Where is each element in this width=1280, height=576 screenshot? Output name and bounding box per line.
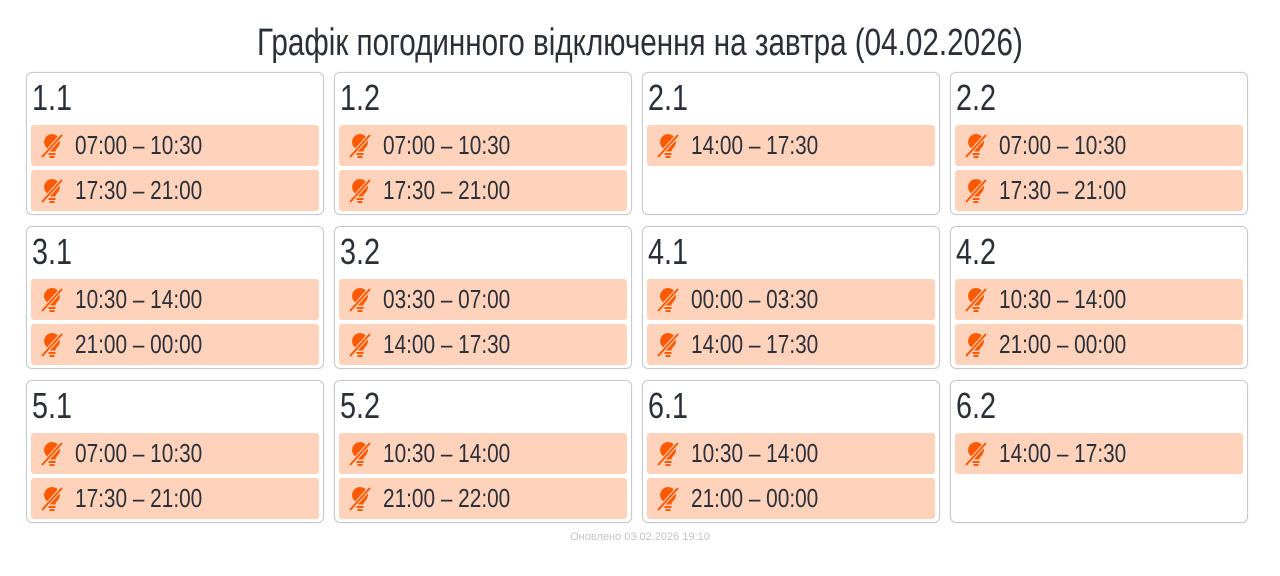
group-name: 2.2 xyxy=(956,77,997,118)
outage-slot: 00:00 – 03:30 xyxy=(647,279,935,320)
group-name: 3.1 xyxy=(32,231,73,272)
power-off-bulb-icon xyxy=(347,440,373,468)
power-off-bulb-icon xyxy=(39,440,65,468)
outage-time: 21:00 – 00:00 xyxy=(999,329,1127,359)
outage-time: 10:30 – 14:00 xyxy=(383,438,511,468)
power-off-bulb-icon xyxy=(39,132,65,160)
outage-time: 07:00 – 10:30 xyxy=(75,130,203,160)
outage-slot: 07:00 – 10:30 xyxy=(955,125,1243,166)
power-off-bulb-icon xyxy=(655,485,681,513)
power-off-bulb-icon xyxy=(963,132,989,160)
group-card: 2.2 07:00 – 10:30 17:30 – 21:00 xyxy=(950,72,1248,215)
outage-time: 17:30 – 21:00 xyxy=(75,483,203,513)
outage-slot: 14:00 – 17:30 xyxy=(647,125,935,166)
page-title: Графік погодинного відключення на завтра… xyxy=(257,22,1023,64)
power-off-bulb-icon xyxy=(347,132,373,160)
group-name: 4.1 xyxy=(648,231,689,272)
outage-slot: 03:30 – 07:00 xyxy=(339,279,627,320)
outage-time: 10:30 – 14:00 xyxy=(999,284,1127,314)
outage-time: 10:30 – 14:00 xyxy=(691,438,819,468)
outage-time: 17:30 – 21:00 xyxy=(75,175,203,205)
power-off-bulb-icon xyxy=(39,177,65,205)
group-card: 5.2 10:30 – 14:00 21:00 – 22:00 xyxy=(334,380,632,523)
outage-time: 14:00 – 17:30 xyxy=(999,438,1127,468)
outage-slot: 07:00 – 10:30 xyxy=(31,125,319,166)
group-card: 2.1 14:00 – 17:30 xyxy=(642,72,940,215)
outage-slot: 17:30 – 21:00 xyxy=(31,478,319,519)
outage-time: 21:00 – 00:00 xyxy=(691,483,819,513)
outage-slot: 17:30 – 21:00 xyxy=(955,170,1243,211)
outage-slot: 21:00 – 00:00 xyxy=(31,324,319,365)
power-off-bulb-icon xyxy=(655,286,681,314)
power-off-bulb-icon xyxy=(39,485,65,513)
outage-slot: 07:00 – 10:30 xyxy=(31,433,319,474)
outage-time: 07:00 – 10:30 xyxy=(383,130,511,160)
outage-slot: 14:00 – 17:30 xyxy=(339,324,627,365)
group-card: 4.1 00:00 – 03:30 14:00 – 17:30 xyxy=(642,226,940,369)
power-off-bulb-icon xyxy=(963,331,989,359)
outage-slot: 10:30 – 14:00 xyxy=(647,433,935,474)
outage-time: 03:30 – 07:00 xyxy=(383,284,511,314)
outage-slot: 21:00 – 00:00 xyxy=(955,324,1243,365)
outage-slot: 17:30 – 21:00 xyxy=(339,170,627,211)
outage-slot: 17:30 – 21:00 xyxy=(31,170,319,211)
group-card: 5.1 07:00 – 10:30 17:30 – 21:00 xyxy=(26,380,324,523)
outage-slot: 21:00 – 00:00 xyxy=(647,478,935,519)
group-card: 4.2 10:30 – 14:00 21:00 – 00:00 xyxy=(950,226,1248,369)
outage-slot: 14:00 – 17:30 xyxy=(955,433,1243,474)
outage-slot: 10:30 – 14:00 xyxy=(339,433,627,474)
group-name: 6.2 xyxy=(956,385,997,426)
power-off-bulb-icon xyxy=(963,440,989,468)
outage-time: 21:00 – 22:00 xyxy=(383,483,511,513)
group-name: 3.2 xyxy=(340,231,381,272)
outage-time: 14:00 – 17:30 xyxy=(691,329,819,359)
outage-slot: 10:30 – 14:00 xyxy=(955,279,1243,320)
group-card: 1.2 07:00 – 10:30 17:30 – 21:00 xyxy=(334,72,632,215)
outage-time: 17:30 – 21:00 xyxy=(383,175,511,205)
outage-time: 17:30 – 21:00 xyxy=(999,175,1127,205)
power-off-bulb-icon xyxy=(655,132,681,160)
group-card: 6.2 14:00 – 17:30 xyxy=(950,380,1248,523)
outage-slot: 14:00 – 17:30 xyxy=(647,324,935,365)
schedule-grid: 1.1 07:00 – 10:30 17:30 – 21:00 1.2 07:00 – … xyxy=(26,72,1248,523)
power-off-bulb-icon xyxy=(963,286,989,314)
group-name: 4.2 xyxy=(956,231,997,272)
power-off-bulb-icon xyxy=(347,286,373,314)
power-off-bulb-icon xyxy=(347,331,373,359)
power-off-bulb-icon xyxy=(963,177,989,205)
group-card: 3.1 10:30 – 14:00 21:00 – 00:00 xyxy=(26,226,324,369)
group-name: 2.1 xyxy=(648,77,689,118)
group-card: 6.1 10:30 – 14:00 21:00 – 00:00 xyxy=(642,380,940,523)
outage-time: 14:00 – 17:30 xyxy=(383,329,511,359)
power-off-bulb-icon xyxy=(655,331,681,359)
outage-slot: 07:00 – 10:30 xyxy=(339,125,627,166)
power-off-bulb-icon xyxy=(655,440,681,468)
group-name: 1.1 xyxy=(32,77,73,118)
group-card: 3.2 03:30 – 07:00 14:00 – 17:30 xyxy=(334,226,632,369)
outage-time: 14:00 – 17:30 xyxy=(691,130,819,160)
outage-slot: 10:30 – 14:00 xyxy=(31,279,319,320)
outage-time: 07:00 – 10:30 xyxy=(75,438,203,468)
updated-timestamp: Оновлено 03.02.2026 19:10 xyxy=(570,531,710,543)
group-name: 6.1 xyxy=(648,385,689,426)
group-card: 1.1 07:00 – 10:30 17:30 – 21:00 xyxy=(26,72,324,215)
outage-time: 00:00 – 03:30 xyxy=(691,284,819,314)
outage-time: 07:00 – 10:30 xyxy=(999,130,1127,160)
power-off-bulb-icon xyxy=(39,331,65,359)
power-off-bulb-icon xyxy=(347,177,373,205)
group-name: 1.2 xyxy=(340,77,381,118)
outage-time: 10:30 – 14:00 xyxy=(75,284,203,314)
group-name: 5.2 xyxy=(340,385,381,426)
group-name: 5.1 xyxy=(32,385,73,426)
power-off-bulb-icon xyxy=(347,485,373,513)
power-off-bulb-icon xyxy=(39,286,65,314)
outage-slot: 21:00 – 22:00 xyxy=(339,478,627,519)
outage-time: 21:00 – 00:00 xyxy=(75,329,203,359)
